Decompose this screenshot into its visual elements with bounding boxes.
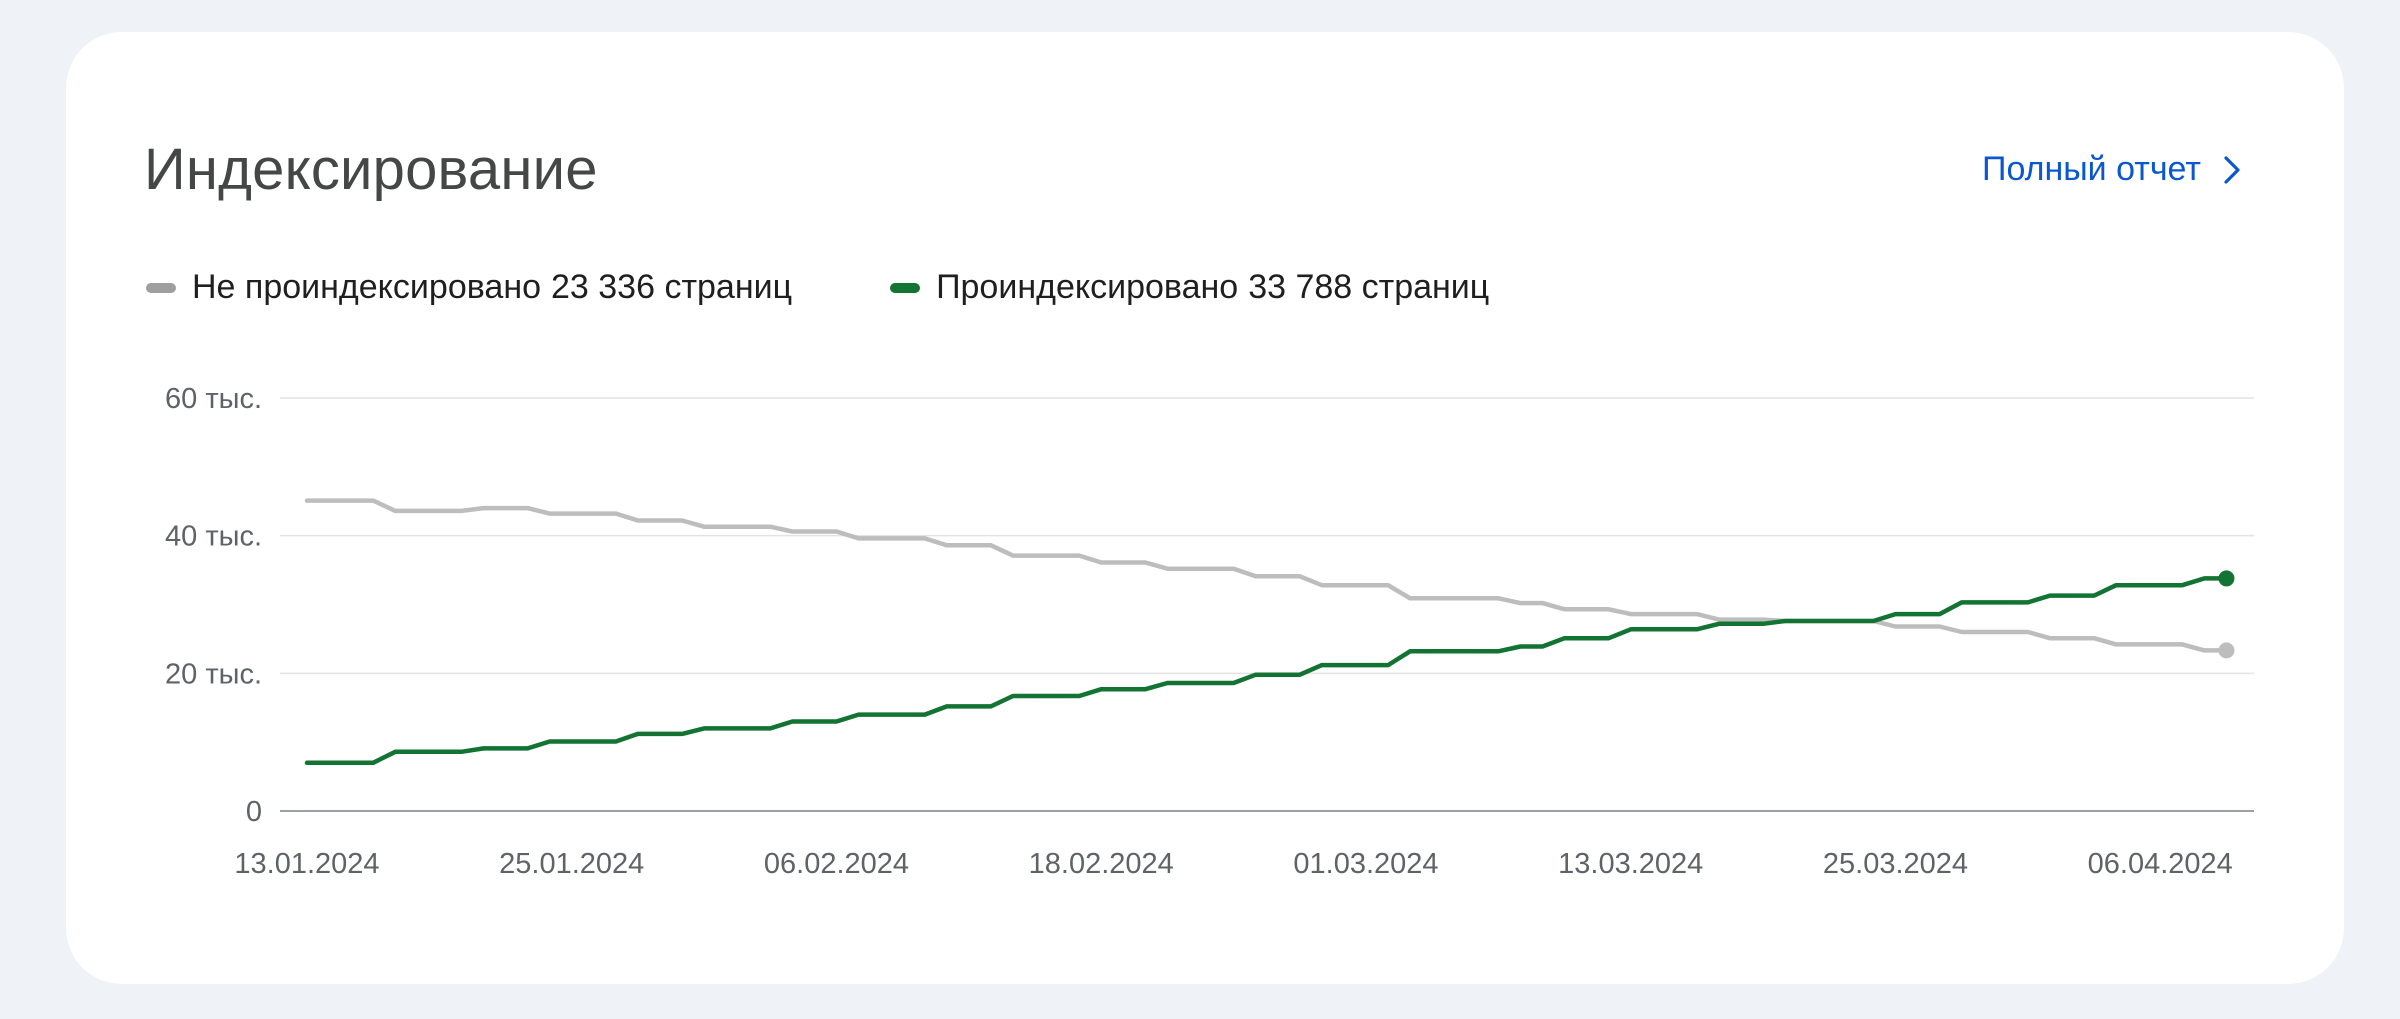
x-tick-label: 01.03.2024 <box>1293 848 1438 880</box>
y-tick-label: 0 <box>246 796 262 828</box>
y-tick-label: 40 тыс. <box>165 521 262 553</box>
card-title: Индексирование <box>144 137 598 202</box>
indexing-card: Индексирование Полный отчет Не проиндекс… <box>66 32 2344 984</box>
legend-swatch-indexed <box>890 282 921 293</box>
series-line-not-indexed <box>304 498 2229 653</box>
x-tick-label: 25.03.2024 <box>1823 848 1968 880</box>
y-tick-label: 60 тыс. <box>165 383 262 415</box>
legend-item-indexed[interactable]: Проиндексировано 33 788 страниц <box>890 268 1489 307</box>
full-report-link[interactable]: Полный отчет <box>1982 150 2241 189</box>
x-tick-label: 06.02.2024 <box>764 848 909 880</box>
series-end-point-not-indexed <box>2218 642 2235 659</box>
series-end-point-indexed <box>2218 570 2235 587</box>
series-line-indexed <box>304 576 2229 766</box>
chart-legend: Не проиндексировано 23 336 страниц Проин… <box>146 268 1489 307</box>
x-tick-label: 25.01.2024 <box>499 848 644 880</box>
chevron-right-icon <box>2223 155 2241 185</box>
legend-label-not-indexed: Не проиндексировано <box>192 268 541 306</box>
legend-count-indexed: 33 788 страниц <box>1248 268 1490 306</box>
legend-label-indexed: Проиндексировано <box>936 268 1239 306</box>
x-tick-label: 13.01.2024 <box>234 848 379 880</box>
x-tick-label: 18.02.2024 <box>1029 848 1174 880</box>
legend-swatch-not-indexed <box>146 282 176 293</box>
legend-count-not-indexed: 23 336 страниц <box>551 268 793 306</box>
x-tick-label: 13.03.2024 <box>1558 848 1703 880</box>
x-tick-label: 06.04.2024 <box>2088 848 2233 880</box>
full-report-label: Полный отчет <box>1982 150 2201 188</box>
legend-item-not-indexed[interactable]: Не проиндексировано 23 336 страниц <box>146 268 792 307</box>
y-tick-label: 20 тыс. <box>165 658 262 690</box>
